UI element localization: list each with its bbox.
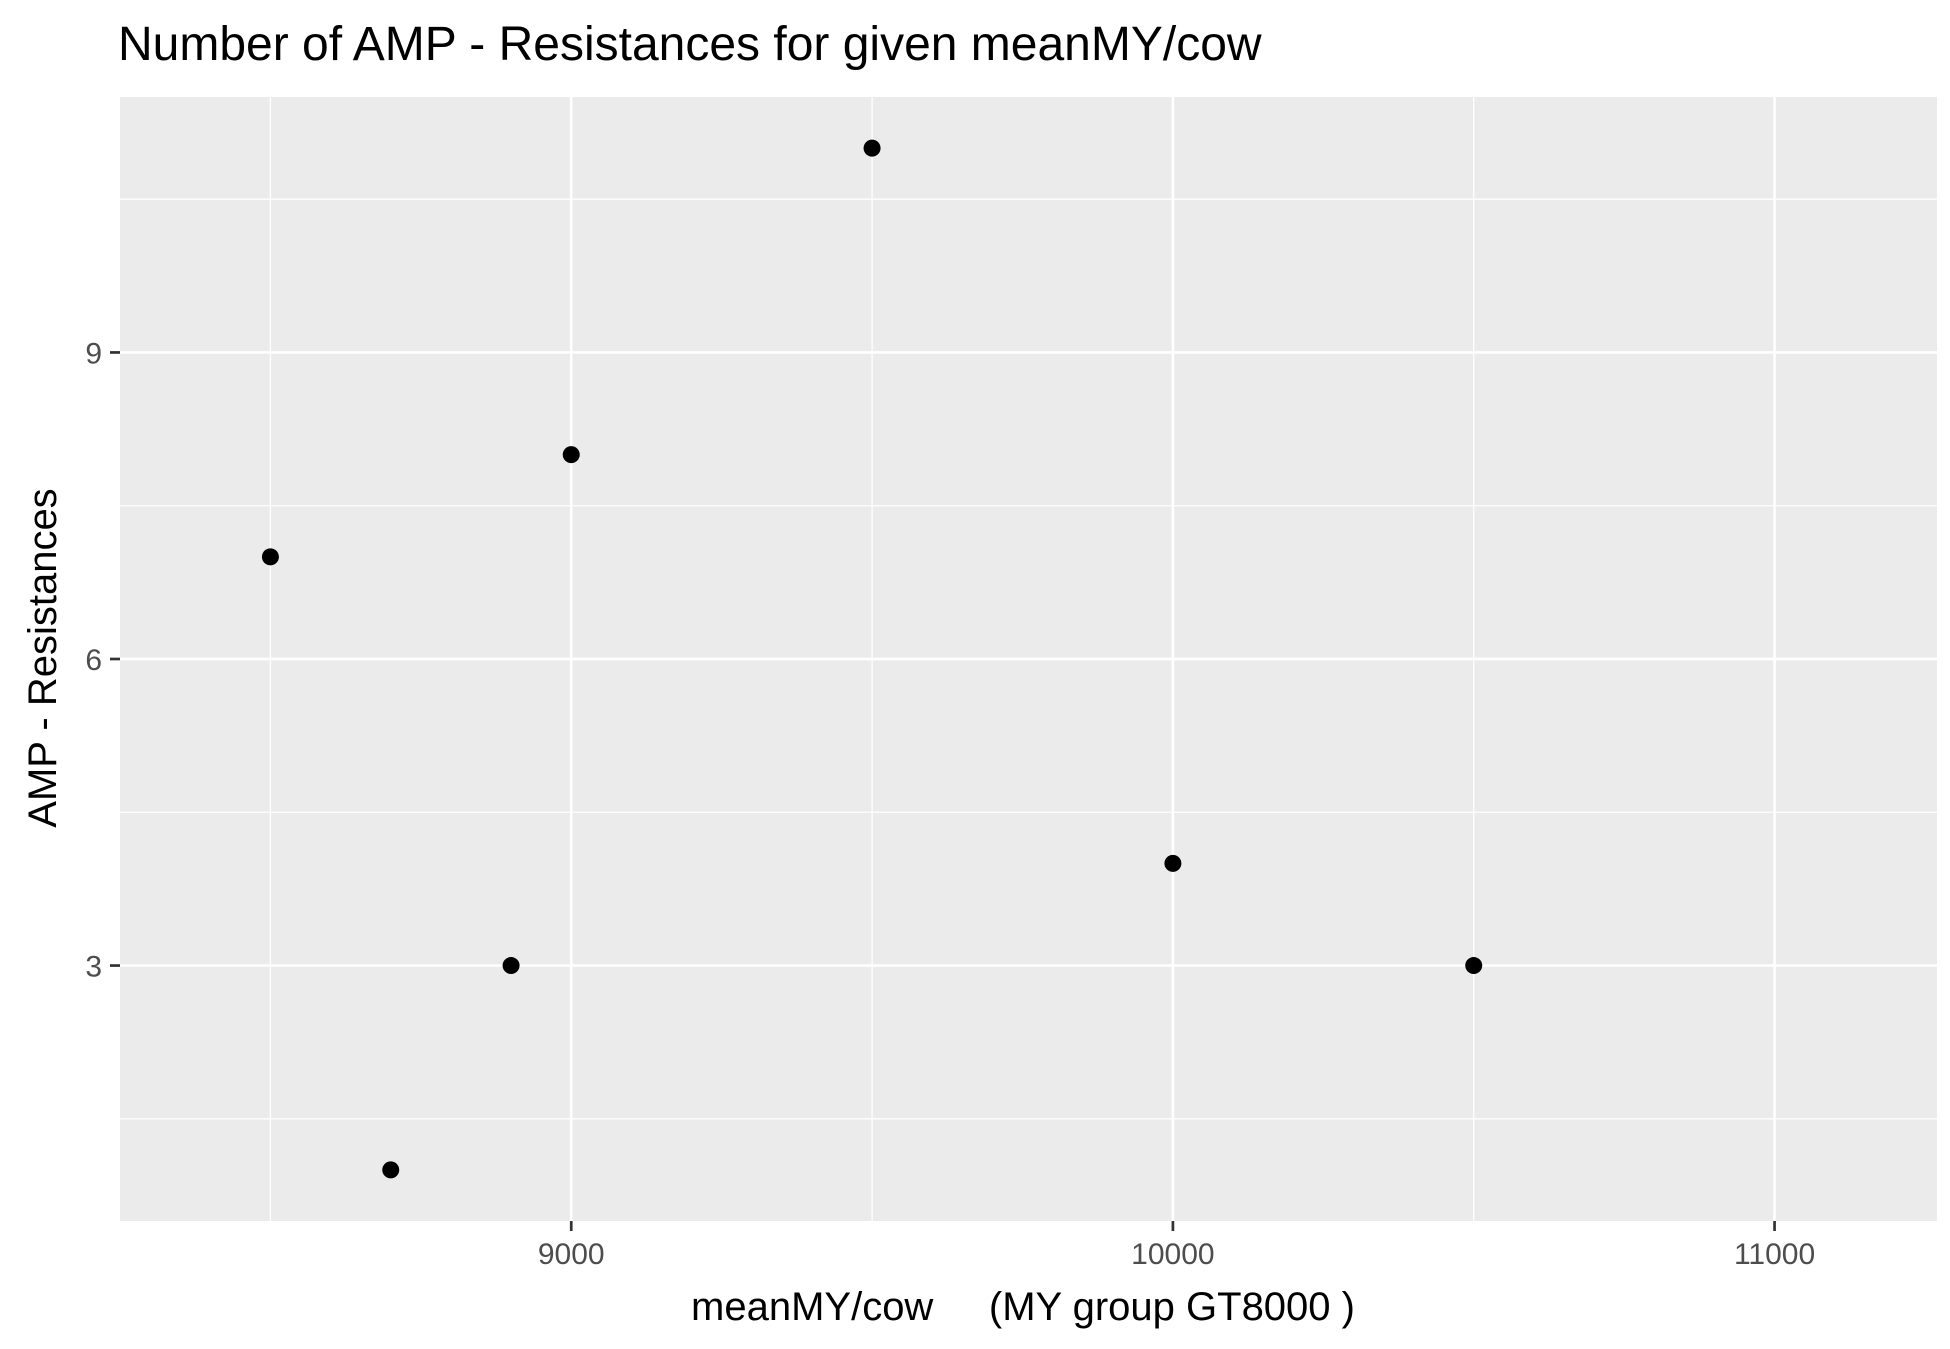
y-axis-title: AMP - Resistances bbox=[21, 488, 65, 827]
data-point bbox=[261, 548, 279, 566]
x-tick-label: 9000 bbox=[538, 1238, 605, 1271]
x-axis-title: meanMY/cow (MY group GT8000 ) bbox=[691, 1285, 1355, 1329]
y-tick-label: 6 bbox=[85, 644, 102, 677]
x-axis: 9000 10000 11000 bbox=[538, 1221, 1815, 1271]
x-tick-label: 11000 bbox=[1734, 1238, 1815, 1271]
data-point bbox=[863, 139, 881, 157]
y-tick-label: 9 bbox=[85, 337, 102, 370]
y-tick-label: 3 bbox=[85, 951, 102, 984]
chart-title: Number of AMP - Resistances for given me… bbox=[118, 18, 1262, 71]
data-point bbox=[1164, 854, 1182, 872]
data-points bbox=[261, 139, 1483, 1179]
data-point bbox=[1465, 957, 1483, 975]
x-tick-label: 10000 bbox=[1131, 1238, 1214, 1271]
data-point bbox=[502, 957, 520, 975]
major-gridlines bbox=[120, 97, 1937, 1221]
y-axis: 3 6 9 bbox=[85, 337, 120, 984]
data-point bbox=[382, 1161, 400, 1179]
data-point bbox=[562, 446, 580, 464]
